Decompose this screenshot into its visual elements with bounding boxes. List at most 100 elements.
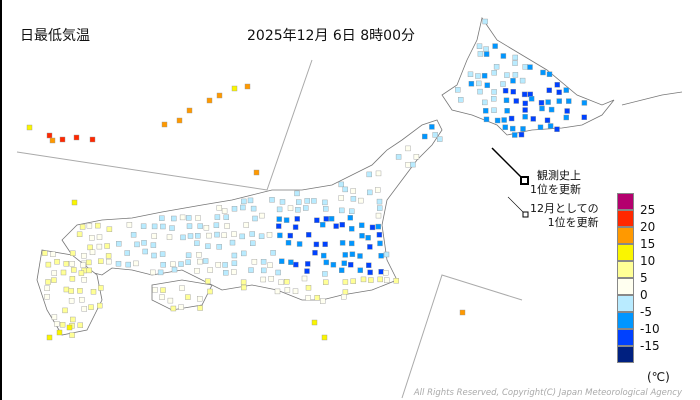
station-marker bbox=[564, 108, 570, 114]
station-marker bbox=[207, 288, 213, 295]
station-marker bbox=[357, 267, 363, 273]
station-marker bbox=[504, 108, 510, 114]
station-marker bbox=[76, 231, 83, 238]
station-marker bbox=[383, 251, 390, 258]
station-marker bbox=[341, 294, 347, 300]
station-marker bbox=[285, 240, 292, 246]
station-marker bbox=[504, 72, 510, 78]
station-marker bbox=[502, 124, 508, 130]
station-marker bbox=[150, 242, 157, 248]
station-marker bbox=[88, 304, 94, 310]
station-marker bbox=[260, 276, 266, 283]
legend-swatch bbox=[617, 346, 634, 363]
station-marker bbox=[521, 91, 528, 98]
station-marker bbox=[62, 307, 68, 314]
station-marker bbox=[323, 206, 329, 212]
station-marker bbox=[367, 189, 373, 196]
station-marker bbox=[248, 267, 254, 273]
station-marker bbox=[513, 98, 519, 104]
station-marker bbox=[493, 63, 500, 70]
legend-label: 25 bbox=[640, 203, 656, 217]
station-marker bbox=[314, 295, 320, 301]
station-marker bbox=[360, 276, 367, 283]
station-marker bbox=[375, 170, 382, 177]
station-marker bbox=[240, 250, 247, 257]
station-marker bbox=[500, 81, 506, 87]
station-marker bbox=[339, 221, 345, 228]
station-marker bbox=[77, 288, 83, 294]
station-marker bbox=[519, 77, 526, 84]
station-marker bbox=[366, 262, 372, 268]
station-marker bbox=[304, 268, 310, 274]
station-marker bbox=[305, 285, 312, 291]
station-marker bbox=[323, 259, 329, 266]
station-marker bbox=[222, 262, 228, 268]
station-marker bbox=[59, 136, 66, 143]
station-marker bbox=[260, 259, 267, 265]
station-marker bbox=[215, 262, 222, 268]
station-marker bbox=[368, 277, 374, 283]
station-marker bbox=[349, 208, 355, 215]
station-marker bbox=[194, 240, 200, 246]
note-line: 12月としての bbox=[530, 202, 599, 215]
station-marker bbox=[563, 87, 569, 93]
station-marker bbox=[216, 244, 222, 250]
station-marker bbox=[160, 262, 166, 268]
station-marker bbox=[322, 199, 328, 206]
station-marker bbox=[178, 261, 184, 267]
station-marker bbox=[528, 96, 535, 102]
station-marker bbox=[176, 117, 183, 124]
station-marker bbox=[342, 252, 348, 258]
station-marker bbox=[349, 226, 355, 232]
station-marker bbox=[179, 214, 186, 221]
color-legend bbox=[617, 193, 634, 363]
station-marker bbox=[89, 235, 95, 241]
station-marker bbox=[410, 161, 416, 168]
station-marker bbox=[266, 231, 273, 238]
station-marker bbox=[279, 258, 285, 264]
station-marker bbox=[253, 169, 260, 176]
station-marker bbox=[106, 226, 113, 232]
station-marker bbox=[79, 297, 85, 303]
station-marker bbox=[167, 297, 174, 304]
station-marker bbox=[483, 116, 490, 123]
station-marker bbox=[283, 217, 290, 223]
station-marker bbox=[377, 276, 383, 283]
station-marker bbox=[49, 137, 56, 144]
legend-label: -10 bbox=[640, 322, 660, 336]
station-marker bbox=[166, 234, 173, 240]
station-marker bbox=[269, 197, 275, 203]
station-marker bbox=[68, 298, 75, 304]
station-marker bbox=[249, 240, 256, 247]
station-marker bbox=[224, 223, 230, 229]
station-marker bbox=[54, 321, 60, 327]
station-marker bbox=[202, 258, 209, 264]
station-marker bbox=[51, 270, 57, 276]
shikoku-outline bbox=[151, 279, 213, 311]
station-marker bbox=[240, 284, 247, 291]
legend-swatch bbox=[617, 244, 634, 261]
station-marker bbox=[81, 252, 87, 259]
station-marker bbox=[45, 261, 52, 268]
station-marker bbox=[130, 232, 137, 238]
station-marker bbox=[50, 251, 56, 258]
station-marker bbox=[216, 92, 223, 99]
station-marker bbox=[151, 252, 157, 259]
station-marker bbox=[322, 241, 328, 247]
record-alltime-marker bbox=[520, 176, 529, 185]
station-marker bbox=[44, 294, 50, 300]
station-marker bbox=[178, 304, 184, 310]
station-marker bbox=[554, 82, 560, 88]
station-marker bbox=[89, 249, 96, 256]
legend-label: 10 bbox=[640, 254, 656, 268]
station-marker bbox=[223, 214, 230, 220]
station-marker bbox=[320, 221, 326, 228]
station-marker bbox=[347, 215, 353, 221]
station-marker bbox=[46, 132, 53, 139]
station-marker bbox=[477, 51, 484, 57]
station-marker bbox=[267, 262, 273, 268]
station-marker bbox=[42, 250, 48, 256]
station-marker bbox=[288, 259, 294, 265]
